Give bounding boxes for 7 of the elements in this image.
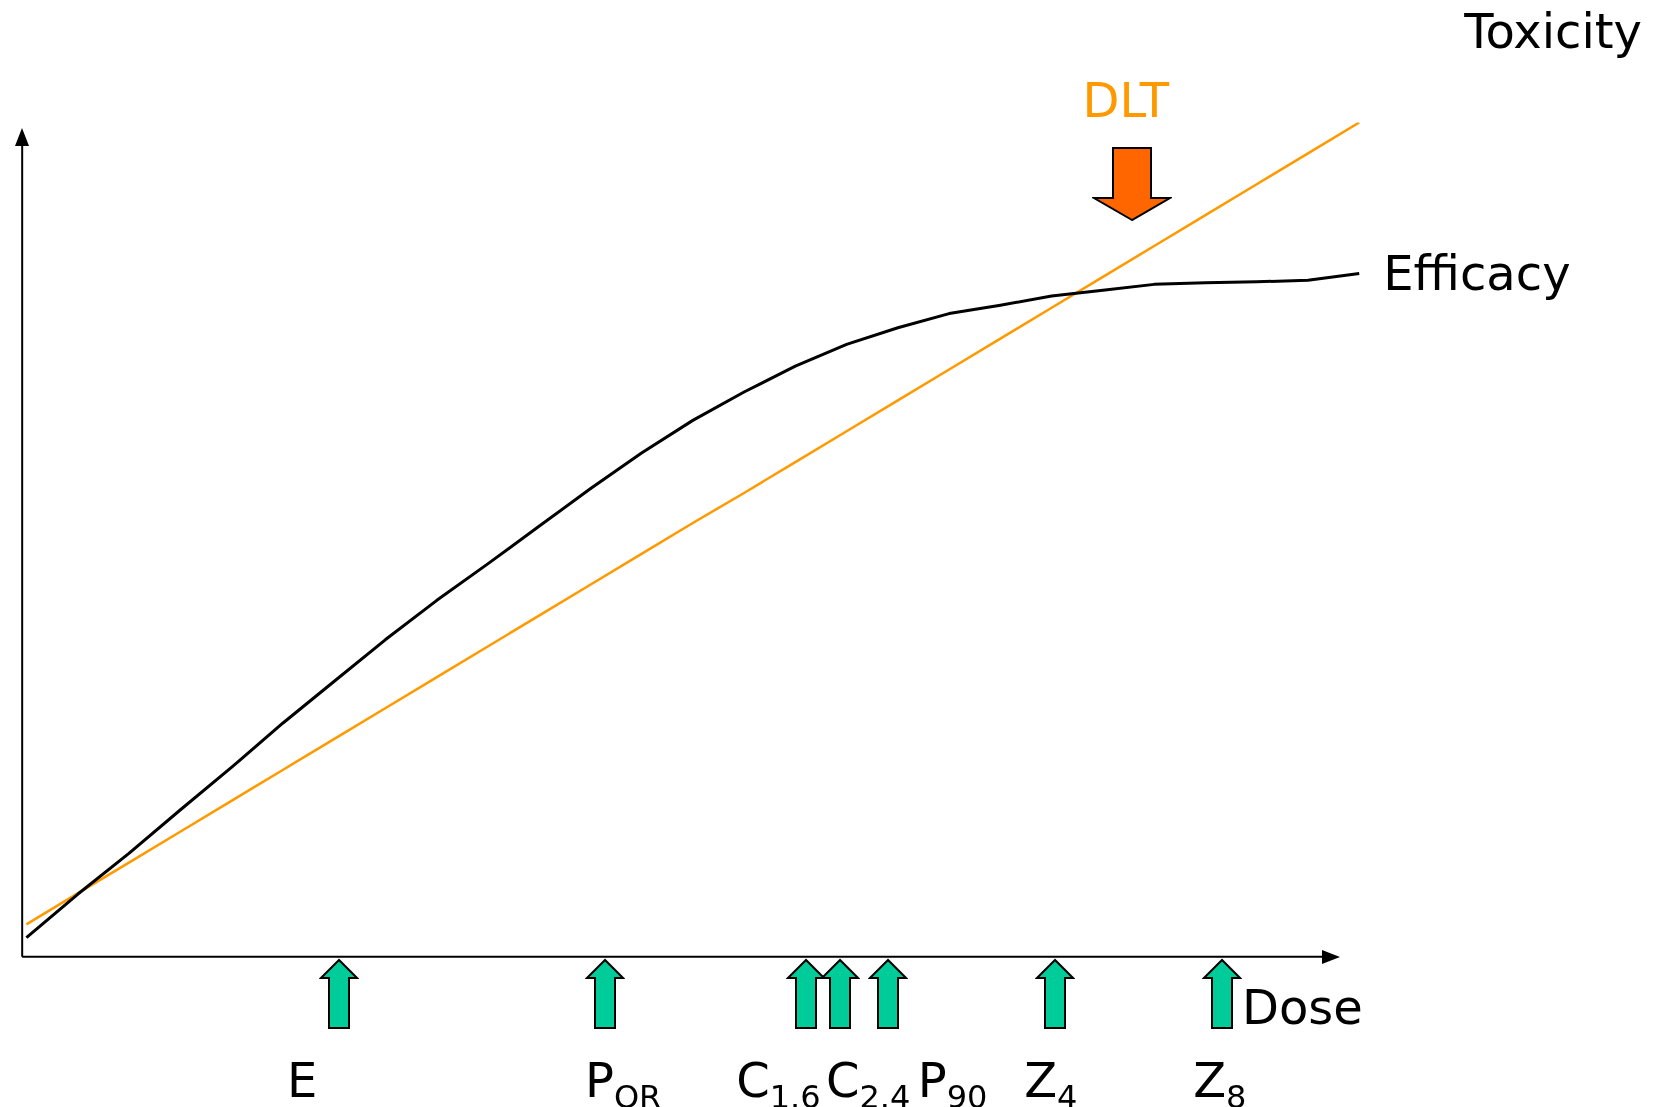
text: E (286, 1052, 318, 1107)
text: Z$_{4}$ (1024, 1052, 1078, 1107)
series-label: Efficacy (1383, 244, 1571, 301)
x-axis-title: Dose (1242, 979, 1363, 1036)
text: Toxicity (1463, 3, 1642, 60)
annotation: DLT (1082, 72, 1170, 129)
text: C$_{2.4}$ (825, 1052, 911, 1107)
